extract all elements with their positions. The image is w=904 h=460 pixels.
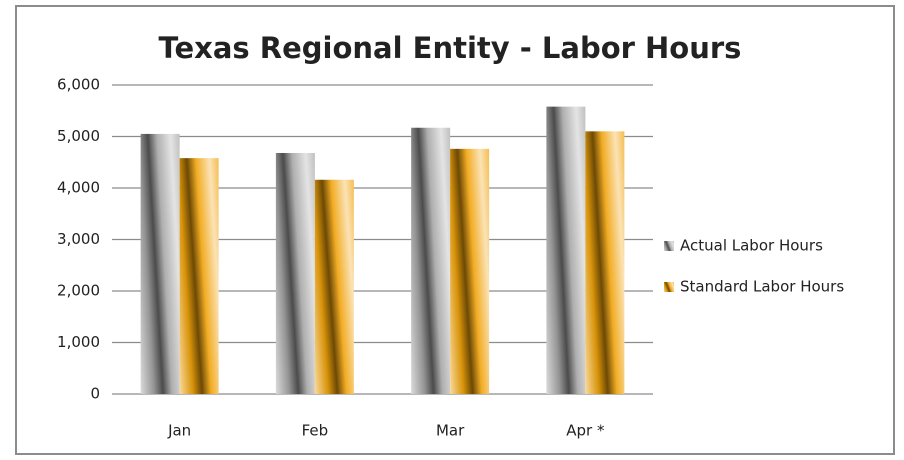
x-tick-label: Mar [436,422,465,440]
y-tick-label: 4,000 [57,179,100,197]
bar [585,131,625,394]
y-tick-label: 3,000 [57,230,100,248]
chart-title: Texas Regional Entity - Labor Hours [159,31,742,65]
bar [179,158,219,394]
y-tick-label: 0 [90,385,100,403]
x-tick-label: Jan [167,422,191,440]
y-tick-label: 2,000 [57,282,100,300]
legend-label: Actual Labor Hours [680,237,823,255]
bar [546,106,586,394]
bar [275,152,315,394]
bar [411,127,451,395]
legend-swatch [664,282,674,292]
legend-label: Standard Labor Hours [680,278,844,296]
bar [450,148,490,394]
y-tick-label: 6,000 [57,76,100,94]
bar [314,179,354,394]
bar [140,133,180,395]
x-tick-label: Apr * [566,422,605,440]
x-tick-label: Feb [302,422,329,440]
y-tick-label: 1,000 [57,333,100,351]
y-tick-label: 5,000 [57,127,100,145]
legend-swatch [664,241,674,251]
